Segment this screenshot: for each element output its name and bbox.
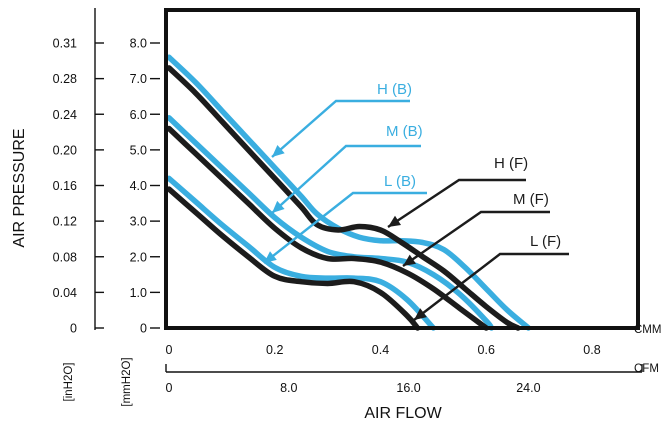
callout-leader-lf — [413, 252, 569, 321]
mmh2o-tick-label: 3.0 — [130, 215, 147, 229]
series-callouts: H (B) M (B) L (B) H (F) M (F) L (F) — [263, 81, 569, 321]
series-line-hf — [166, 65, 521, 331]
callout-label-hf: H (F) — [494, 155, 528, 172]
inh2o-tick-label: 0.04 — [53, 286, 77, 300]
y-unit-mmh2o: [mmH2O] — [121, 357, 133, 406]
callout-arrowhead-lb — [264, 251, 277, 263]
inh2o-tick-label: 0.28 — [53, 72, 77, 86]
callout-leader-lb — [263, 191, 427, 264]
callout-leader-mf — [402, 210, 550, 267]
cfm-tick-label: 8.0 — [280, 381, 297, 395]
callout-arrowhead-hf — [388, 215, 401, 227]
callout-leader-mb — [271, 144, 421, 214]
y-unit-inh2o: [inH2O] — [63, 363, 75, 402]
mmh2o-tick-label: 5.0 — [130, 143, 147, 157]
mmh2o-tick-label: 4.0 — [130, 179, 147, 193]
callout-label-hb: H (B) — [377, 81, 412, 98]
inh2o-tick-label: 0 — [70, 322, 77, 336]
cmm-tick-label: 0.4 — [372, 343, 389, 357]
mmh2o-tick-label: 6.0 — [130, 108, 147, 122]
inh2o-tick-label: 0.20 — [53, 143, 77, 157]
bottom-axis-ticks: 0 0.2 0.4 0.6 0.8 0 8.0 16.0 24.0 — [166, 343, 601, 395]
cmm-tick-label: 0.2 — [266, 343, 283, 357]
callout-label-lb: L (B) — [384, 173, 416, 190]
inh2o-tick-label: 0.24 — [53, 108, 77, 122]
callout-arrowhead-lf — [414, 308, 427, 320]
callout-leader-hb — [271, 99, 410, 158]
mmh2o-tick-label: 1.0 — [130, 286, 147, 300]
cmm-tick-label: 0 — [166, 343, 173, 357]
plot-frame — [164, 8, 640, 330]
callout-label-mb: M (B) — [386, 123, 423, 140]
series-line-hb — [166, 54, 532, 331]
cfm-tick-label: 24.0 — [516, 381, 540, 395]
curves-layer — [166, 54, 532, 331]
callout-label-lf: L (F) — [530, 233, 561, 250]
mmh2o-tick-label: 8.0 — [130, 37, 147, 51]
inh2o-tick-label: 0.12 — [53, 215, 77, 229]
cfm-tick-label: 0 — [166, 381, 173, 395]
series-line-mf — [166, 125, 489, 331]
series-line-lf — [166, 186, 421, 331]
y-axis-title: AIR PRESSURE — [11, 128, 28, 247]
inh2o-tick-label: 0.08 — [53, 250, 77, 264]
left-axis-ticks: 0 0 0.04 1.0 0.08 2.0 0.12 3.0 0.16 4.0 0.20 5.0 0.2… — [53, 37, 160, 336]
callout-leader-hf — [387, 178, 526, 229]
mmh2o-tick-label: 7.0 — [130, 72, 147, 86]
callout-label-mf: M (F) — [513, 191, 549, 208]
mmh2o-tick-label: 2.0 — [130, 250, 147, 264]
inh2o-tick-label: 0.31 — [53, 37, 77, 51]
cfm-tick-label: 16.0 — [396, 381, 420, 395]
x-unit-cfm: CFM — [634, 363, 659, 375]
series-line-mb — [166, 115, 495, 331]
x-axis-title: AIR FLOW — [364, 405, 442, 422]
cmm-tick-label: 0.6 — [478, 343, 495, 357]
x-unit-cmm: CMM — [634, 324, 661, 336]
callout-arrowhead-mb — [272, 200, 285, 213]
callout-arrowhead-mf — [403, 254, 416, 266]
inh2o-tick-label: 0.16 — [53, 179, 77, 193]
callout-arrowhead-hb — [272, 145, 285, 157]
mmh2o-tick-label: 0 — [140, 322, 147, 336]
series-line-lb — [166, 175, 437, 331]
cmm-tick-label: 0.8 — [583, 343, 600, 357]
